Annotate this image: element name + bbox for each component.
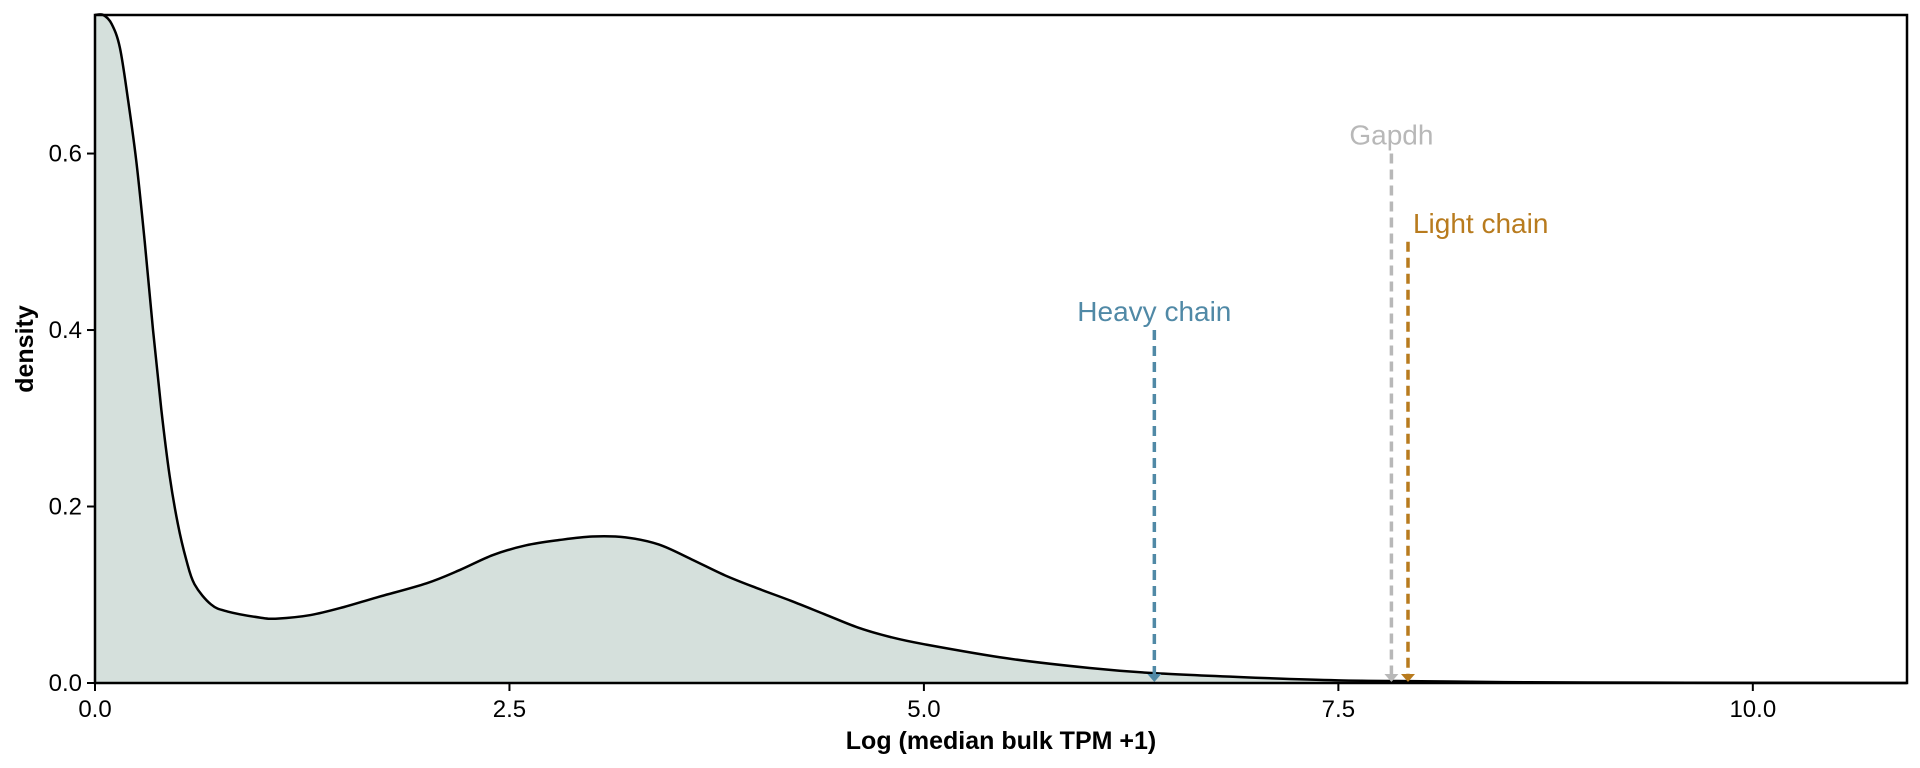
light-chain-marker-arrow xyxy=(1400,674,1415,682)
density-line xyxy=(94,13,1908,685)
x-axis-title: Log (median bulk TPM +1) xyxy=(846,727,1156,755)
annotation-markers: Heavy chain Gapdh Light chain xyxy=(1077,120,1548,682)
x-tick-label: 10.0 xyxy=(1729,696,1776,723)
gapdh-marker-arrow xyxy=(1384,674,1399,682)
x-tick-label: 7.5 xyxy=(1322,696,1355,723)
light-chain-label: Light chain xyxy=(1413,208,1548,239)
heavy-chain-label: Heavy chain xyxy=(1077,296,1231,327)
y-tick-label: 0.0 xyxy=(49,670,82,697)
x-tick-label: 0.0 xyxy=(78,696,111,723)
density-area xyxy=(95,14,1907,683)
y-tick-label: 0.2 xyxy=(49,494,82,521)
x-axis: 0.0 2.5 5.0 7.5 10.0 xyxy=(78,683,1776,723)
plot-area xyxy=(94,13,1908,685)
y-axis: 0.0 0.2 0.4 0.6 xyxy=(49,141,95,697)
y-tick-label: 0.4 xyxy=(49,317,82,344)
gapdh-label: Gapdh xyxy=(1349,120,1433,151)
x-tick-label: 2.5 xyxy=(493,696,526,723)
heavy-chain-marker-arrow xyxy=(1147,674,1162,682)
x-tick-label: 5.0 xyxy=(907,696,940,723)
panel-border xyxy=(93,13,1909,685)
y-tick-label: 0.6 xyxy=(49,141,82,168)
y-axis-title: density xyxy=(11,305,39,393)
